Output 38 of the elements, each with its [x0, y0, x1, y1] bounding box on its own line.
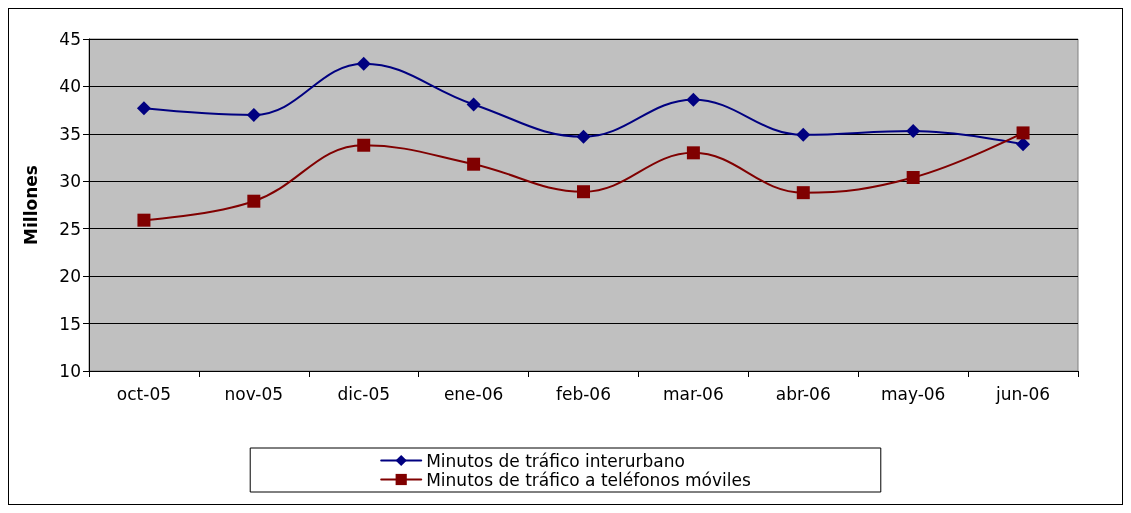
y-tick-label: 30 [59, 171, 81, 192]
point [796, 127, 811, 142]
point [246, 107, 261, 122]
point [357, 138, 371, 152]
point [136, 101, 151, 116]
point [466, 97, 481, 112]
y-tick-label: 45 [59, 29, 81, 49]
point [577, 185, 590, 199]
y-axis-title: Millones [20, 165, 41, 245]
point [356, 56, 371, 71]
y-tick-label: 35 [59, 123, 81, 144]
y-tick-label: 20 [59, 266, 81, 287]
x-tick-label: feb-06 [555, 383, 612, 404]
point [906, 124, 921, 139]
y-tick-label: 25 [59, 218, 81, 239]
x-tick-label: nov-05 [224, 383, 284, 404]
point [906, 170, 920, 184]
x-tick-label: dic-05 [337, 383, 391, 404]
point [576, 129, 591, 144]
y-tick-label: 10 [59, 361, 81, 381]
x-tick-label: oct-05 [116, 383, 172, 404]
y-tick-label: 15 [59, 313, 81, 334]
x-tick-label: mar-06 [663, 383, 724, 404]
y-tick-label: 40 [59, 76, 81, 97]
legend-label: Minutos de tráfico a teléfonos móviles [426, 469, 751, 490]
point [1016, 137, 1031, 152]
point [1016, 126, 1030, 140]
legend-label: Minutos de tráfico interurbano [426, 450, 685, 471]
x-tick-label: may-06 [880, 383, 946, 404]
point [686, 92, 701, 107]
x-tick-label: ene-06 [443, 383, 504, 404]
x-tick-label: jun-06 [995, 383, 1051, 404]
x-tick-label: abr-06 [775, 383, 831, 404]
point [796, 186, 810, 200]
point [467, 157, 481, 171]
point [247, 194, 261, 208]
point [686, 146, 700, 160]
point [137, 213, 151, 227]
